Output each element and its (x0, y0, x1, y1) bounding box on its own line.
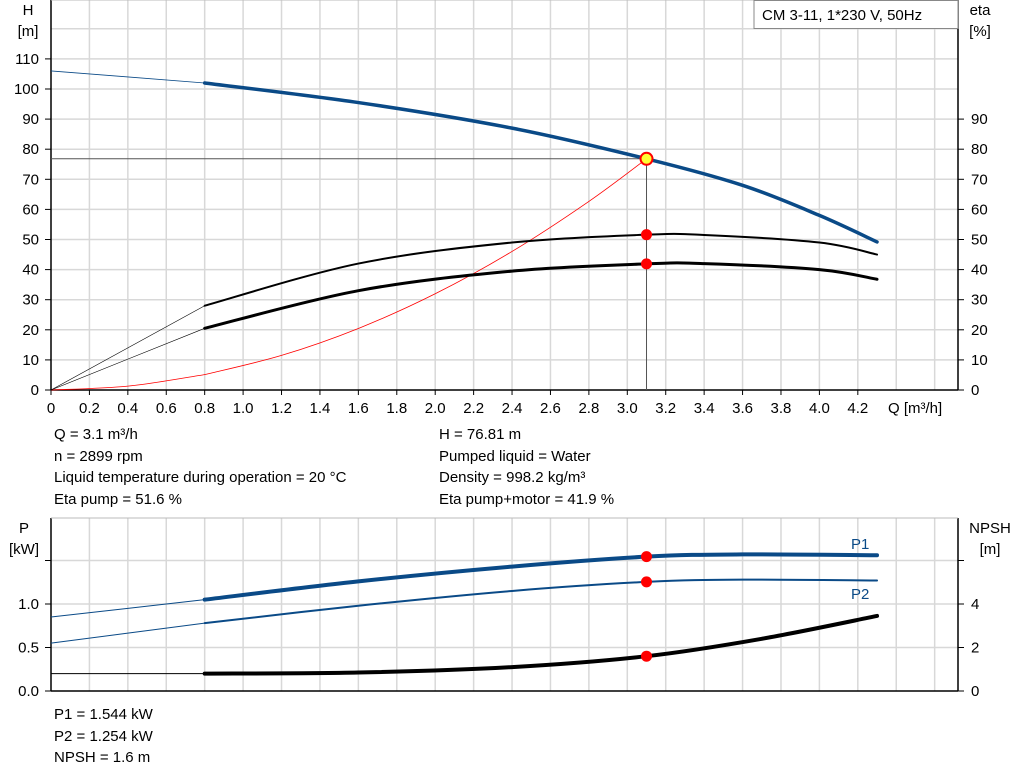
x-tick-label: 2.8 (578, 400, 599, 417)
x-tick-label: 0.4 (117, 400, 138, 417)
y2-axis-label: eta (970, 2, 992, 19)
p1-curve (202, 552, 880, 602)
x-tick-label: 0.2 (79, 400, 100, 417)
npsh-point (641, 650, 653, 662)
y-tick-label: 100 (14, 81, 39, 98)
y2-axis-label: NPSH (969, 520, 1011, 537)
title-box (753, 0, 959, 29)
chart-title: CM 3-11, 1*230 V, 50Hz (762, 7, 922, 24)
head-curve-extrapolated (50, 70, 205, 84)
x-tick-label: 1.8 (386, 400, 407, 417)
readout-density: Density = 998.2 kg/m³ (439, 469, 586, 486)
x-tick-label: 3.8 (771, 400, 792, 417)
x-tick-label: 2.6 (540, 400, 561, 417)
y-axis-unit: [kW] (9, 541, 39, 558)
readout-liquid: Pumped liquid = Water (439, 447, 591, 465)
readout-n: n = 2899 rpm (54, 447, 143, 465)
readout-p2: P2 = 1.254 kW (54, 727, 153, 745)
readout-p1: P1 = 1.544 kW (54, 706, 153, 723)
readout-q: Q = 3.1 m³/h (54, 426, 138, 443)
y2-axis-unit: [%] (969, 23, 991, 40)
x-tick-label: 3.4 (694, 400, 715, 417)
y-axis-label: H (23, 2, 34, 19)
p1-point (641, 551, 653, 563)
x-tick-label: 2.4 (502, 400, 523, 417)
y2-tick-label: 90 (971, 111, 988, 128)
x-tick-label: 3.0 (617, 400, 638, 417)
npsh-curve (202, 613, 880, 676)
readout-right: H = 76.81 m Pumped liquid = Water Densit… (439, 424, 614, 510)
x-tick-label: 3.6 (732, 400, 753, 417)
readout-npsh: NPSH = 1.6 m (54, 749, 151, 766)
y2-axis-unit: [m] (980, 541, 1001, 558)
y-tick-label: 0.5 (18, 640, 39, 657)
y-tick-label: 110 (15, 51, 39, 68)
y-tick-label: 0.0 (18, 683, 39, 700)
eta-pump-point (641, 229, 653, 241)
y-axis-label: P (19, 520, 29, 537)
y2-tick-label: 0 (971, 683, 979, 700)
y2-tick-label: 80 (971, 141, 988, 158)
x-tick-label: 1.0 (233, 400, 254, 417)
y-tick-label: 50 (22, 232, 39, 249)
eta-total-point (641, 258, 653, 270)
system-curve (204, 158, 647, 376)
y-tick-label: 60 (22, 201, 39, 218)
x-axis-label: Q [m³/h] (888, 400, 942, 417)
readout-bottom: P1 = 1.544 kW P2 = 1.254 kW NPSH = 1.6 m (54, 704, 153, 769)
y2-tick-label: 40 (971, 262, 988, 279)
readout-temp: Liquid temperature during operation = 20… (54, 469, 347, 486)
y-tick-label: 40 (22, 262, 39, 279)
readout-left: Q = 3.1 m³/h n = 2899 rpm Liquid tempera… (54, 424, 346, 510)
readout-eta-pump: Eta pump = 51.6 % (54, 490, 182, 508)
y-tick-label: 1.0 (18, 596, 39, 613)
y2-tick-label: 70 (971, 171, 988, 188)
y2-tick-label: 0 (971, 382, 979, 399)
x-tick-label: 3.2 (655, 400, 676, 417)
system-curve-extrapolated (50, 374, 205, 391)
p2-curve (203, 578, 879, 625)
x-tick-label: 0 (47, 400, 55, 417)
head-curve (202, 81, 879, 244)
operating-point (639, 151, 654, 166)
p2-point (641, 576, 653, 588)
p1-label: P1 (851, 536, 869, 553)
y-tick-label: 30 (22, 292, 39, 309)
eta-pump-curve (203, 232, 879, 307)
readout-eta-total: Eta pump+motor = 41.9 % (439, 490, 615, 508)
y2-tick-label: 50 (971, 232, 988, 249)
y-tick-label: 10 (22, 352, 39, 369)
x-tick-label: 0.6 (156, 400, 177, 417)
eta-pump-motor-curve-extrapolated (50, 328, 205, 391)
y2-tick-label: 30 (971, 292, 988, 309)
y-tick-label: 90 (22, 111, 39, 128)
x-tick-label: 1.4 (310, 400, 331, 417)
y2-tick-label: 10 (971, 352, 988, 369)
x-tick-label: 4.2 (847, 400, 868, 417)
y-tick-label: 80 (22, 141, 39, 158)
x-tick-label: 4.0 (809, 400, 830, 417)
y-tick-label: 20 (22, 322, 39, 339)
eta-pump-motor-curve (203, 261, 879, 330)
y-tick-label: 70 (22, 171, 39, 188)
x-tick-label: 2.2 (463, 400, 484, 417)
y2-tick-label: 4 (971, 596, 979, 613)
x-tick-label: 2.0 (425, 400, 446, 417)
x-tick-label: 1.2 (271, 400, 292, 417)
readout-h: H = 76.81 m (439, 426, 522, 443)
p2-curve-extrapolated (50, 622, 205, 644)
eta-pump-curve-extrapolated (50, 305, 205, 391)
p2-label: P2 (851, 586, 869, 603)
y2-tick-label: 60 (971, 201, 988, 218)
x-tick-label: 1.6 (348, 400, 369, 417)
y-axis-unit: [m] (18, 23, 39, 40)
p1-curve-extrapolated (50, 599, 205, 618)
y2-tick-label: 20 (971, 322, 988, 339)
x-tick-label: 0.8 (194, 400, 215, 417)
y-tick-label: 0 (31, 382, 39, 399)
y2-tick-label: 2 (971, 640, 979, 657)
